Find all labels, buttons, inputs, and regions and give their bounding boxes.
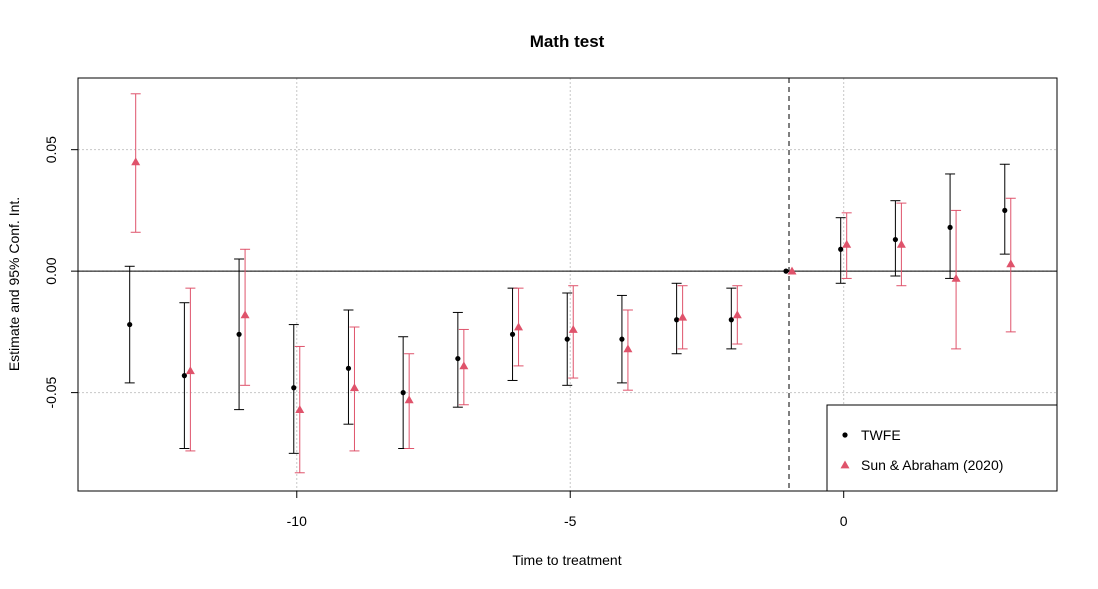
data-point — [892, 236, 898, 243]
data-point — [400, 390, 406, 396]
data-point — [787, 266, 797, 275]
x-tick-label: -5 — [564, 513, 577, 529]
legend-label: TWFE — [861, 427, 901, 443]
data-point — [240, 310, 250, 319]
data-point — [783, 268, 789, 274]
y-axis-label: Estimate and 95% Conf. Int. — [6, 197, 22, 371]
data-point — [896, 239, 906, 248]
data-point — [236, 331, 242, 337]
data-series — [124, 93, 1016, 474]
legend-marker — [840, 460, 850, 469]
data-point — [674, 317, 680, 323]
data-point — [623, 344, 633, 353]
data-point — [509, 331, 516, 337]
legend: TWFE Sun & Abraham (2020) — [826, 404, 1058, 492]
data-point — [568, 324, 578, 333]
data-point — [349, 383, 359, 392]
legend-box — [826, 404, 1058, 492]
y-tick-label: 0.05 — [43, 136, 59, 163]
x-axis-label: Time to treatment — [512, 552, 621, 568]
chart-title: Math test — [530, 32, 605, 51]
data-point — [185, 366, 195, 375]
data-point — [295, 405, 305, 413]
data-point — [951, 273, 961, 282]
data-point — [1002, 207, 1008, 214]
data-point — [1006, 259, 1016, 268]
data-point — [514, 322, 524, 331]
data-point — [345, 365, 352, 371]
data-point — [732, 310, 742, 319]
plot-frame — [77, 77, 1058, 492]
data-point — [459, 361, 469, 370]
legend-marker — [842, 432, 848, 438]
data-point — [842, 239, 852, 248]
x-tick-label: 0 — [840, 513, 848, 529]
axes: -10 -5 0 -0.05 0.00 0.05 — [43, 136, 848, 529]
data-point — [947, 224, 953, 231]
legend-label: Sun & Abraham (2020) — [861, 457, 1003, 473]
data-point — [181, 373, 187, 379]
data-point — [404, 395, 414, 404]
series-sun-abraham — [130, 93, 1016, 474]
data-point — [619, 336, 625, 342]
data-point — [838, 246, 844, 252]
data-point — [131, 157, 141, 166]
y-tick-label: -0.05 — [43, 376, 59, 408]
data-point — [564, 336, 570, 342]
reference-lines — [78, 78, 1057, 491]
data-point — [127, 321, 133, 328]
x-tick-label: -10 — [287, 513, 307, 529]
data-point — [678, 312, 688, 321]
data-point — [728, 317, 734, 323]
data-point — [455, 355, 461, 362]
series-twfe — [124, 163, 1010, 454]
y-tick-label: 0.00 — [43, 257, 59, 284]
data-point — [291, 385, 297, 391]
